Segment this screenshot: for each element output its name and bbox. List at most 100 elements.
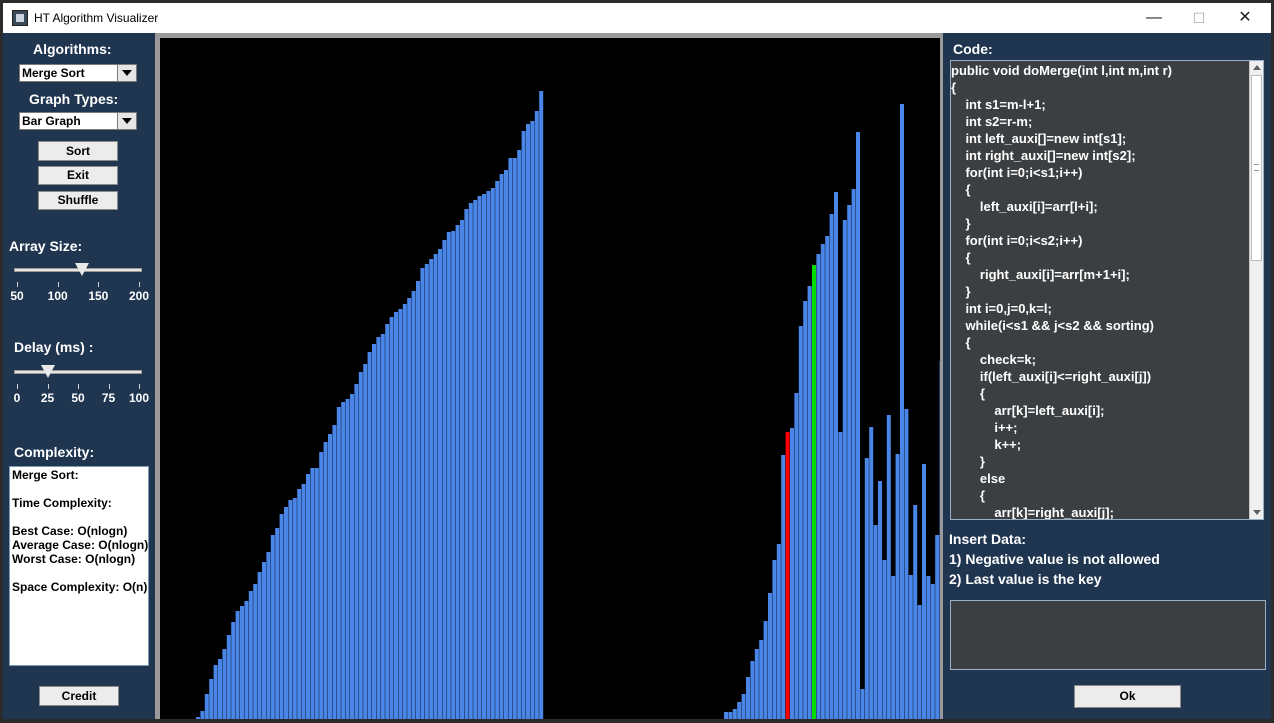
graph-type-select[interactable]: Bar Graph xyxy=(19,112,137,130)
delay-label: Delay (ms) : xyxy=(14,339,94,355)
control-panel: Algorithms: Merge Sort Graph Types: Bar … xyxy=(3,33,155,719)
complexity-text-area[interactable]: Merge Sort: Time Complexity: Best Case: O(… xyxy=(9,466,149,666)
bar xyxy=(754,649,759,719)
bar xyxy=(196,717,200,719)
complexity-line xyxy=(12,510,146,524)
code-view[interactable]: public void doMerge(int l,int m,int r){ … xyxy=(950,60,1264,520)
bar xyxy=(834,192,838,719)
bar xyxy=(878,481,882,719)
insert-data-input[interactable] xyxy=(950,600,1266,670)
chevron-down-icon[interactable] xyxy=(117,113,136,129)
scroll-up-arrow-icon[interactable] xyxy=(1250,61,1263,75)
bar xyxy=(328,434,332,719)
bar xyxy=(521,131,526,719)
bar xyxy=(741,694,746,719)
code-line: right_auxi[i]=arr[m+1+i]; xyxy=(951,267,1130,282)
app-window: HT Algorithm Visualizer — ☐ ✕ Algorithms… xyxy=(3,3,1271,719)
bar xyxy=(847,205,852,719)
scroll-down-arrow-icon[interactable] xyxy=(1250,505,1263,519)
bar xyxy=(908,575,913,719)
bar xyxy=(433,254,438,719)
slider-thumb[interactable] xyxy=(75,263,90,276)
complexity-line xyxy=(12,566,146,580)
complexity-line: Merge Sort: xyxy=(12,468,79,482)
bar xyxy=(319,452,324,719)
insert-data-title: Insert Data: xyxy=(949,531,1027,547)
slider-tick xyxy=(57,282,59,287)
maximize-button[interactable]: ☐ xyxy=(1192,10,1206,26)
minimize-button[interactable]: — xyxy=(1146,9,1162,26)
code-line: for(int i=0;i<s1;i++) xyxy=(951,165,1083,180)
bar xyxy=(499,174,504,719)
algorithm-select[interactable]: Merge Sort xyxy=(19,64,137,82)
code-scrollbar[interactable] xyxy=(1249,61,1263,519)
ok-button[interactable]: Ok xyxy=(1074,685,1181,708)
bar xyxy=(341,402,346,719)
slider-tick xyxy=(108,384,110,389)
bar xyxy=(922,464,926,719)
code-line: int s1=m-l+1; xyxy=(951,97,1046,112)
bar xyxy=(306,474,310,719)
bar xyxy=(803,301,808,719)
bar xyxy=(270,535,275,719)
code-line: arr[k]=right_auxi[j]; xyxy=(951,505,1114,520)
bar xyxy=(512,158,517,719)
slider-tick xyxy=(78,384,79,389)
bar xyxy=(728,712,733,719)
bar xyxy=(886,415,891,719)
bar xyxy=(372,344,376,719)
delay-slider[interactable]: 0 25 50 75 100 xyxy=(14,365,149,405)
complexity-line: Best Case: O(nlogn) xyxy=(12,524,128,538)
scrollbar-thumb[interactable] xyxy=(1251,75,1262,261)
bar xyxy=(917,605,922,719)
chevron-down-icon[interactable] xyxy=(117,65,136,81)
sort-button[interactable]: Sort xyxy=(38,141,118,161)
slider-track[interactable] xyxy=(14,370,142,374)
bar xyxy=(284,507,288,719)
code-line: { xyxy=(951,80,957,95)
complexity-line: Space Complexity: O(n) xyxy=(12,580,148,594)
exit-button[interactable]: Exit xyxy=(38,166,118,185)
bar xyxy=(869,427,874,719)
bar xyxy=(275,528,280,719)
code-line: { xyxy=(951,335,971,350)
bar xyxy=(776,544,781,719)
code-line: for(int i=0;i<s2;i++) xyxy=(951,233,1083,248)
bar xyxy=(790,428,794,719)
code-line: } xyxy=(951,454,985,469)
bar xyxy=(231,622,236,719)
bar xyxy=(468,203,473,719)
title-bar[interactable]: HT Algorithm Visualizer — ☐ ✕ xyxy=(3,3,1271,33)
shuffle-button[interactable]: Shuffle xyxy=(38,191,118,210)
bar xyxy=(438,249,442,719)
complexity-line xyxy=(12,482,146,496)
bar xyxy=(935,535,940,719)
code-line: else xyxy=(951,471,1006,486)
bar xyxy=(781,455,786,719)
code-label: Code: xyxy=(953,41,993,57)
bar xyxy=(495,181,500,719)
complexity-line: Average Case: O(nlogn) xyxy=(12,538,149,552)
close-button[interactable]: ✕ xyxy=(1238,9,1252,26)
slider-tick xyxy=(139,384,140,389)
info-panel: Code: public void doMerge(int l,int m,in… xyxy=(943,33,1271,719)
bar xyxy=(526,124,530,719)
bar xyxy=(829,214,834,719)
code-line: } xyxy=(951,216,971,231)
bar xyxy=(358,372,363,719)
bar xyxy=(798,326,803,719)
bar xyxy=(772,560,777,719)
code-line: { xyxy=(951,182,971,197)
bar-graph xyxy=(160,38,940,719)
bar xyxy=(218,659,222,719)
credit-button[interactable]: Credit xyxy=(39,686,119,706)
slider-thumb[interactable] xyxy=(40,365,55,378)
array-size-slider[interactable]: 50 100 150 200 xyxy=(10,263,149,303)
bar xyxy=(891,576,896,719)
java-app-icon xyxy=(12,10,28,26)
bar xyxy=(332,425,337,719)
complexity-line: Time Complexity: xyxy=(12,496,112,510)
bar xyxy=(262,562,266,719)
bar xyxy=(508,158,513,719)
bar xyxy=(517,150,522,719)
